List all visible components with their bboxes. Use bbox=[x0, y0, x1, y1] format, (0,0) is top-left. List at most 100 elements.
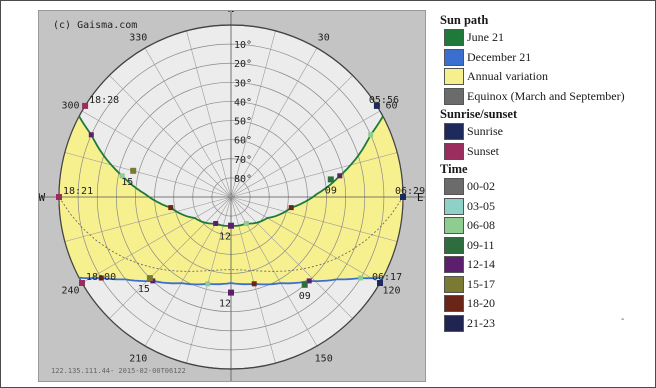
legend-time-swatch bbox=[444, 236, 464, 254]
december-21-path bbox=[79, 276, 383, 286]
time-marker bbox=[228, 222, 234, 229]
legend-title-sunrise-sunset: Sunrise/sunset bbox=[440, 107, 518, 121]
azimuth-line bbox=[230, 196, 398, 242]
time-marker bbox=[228, 289, 234, 296]
legend-sun-path-group: June 21 December 21 Annual variation Equino… bbox=[440, 28, 650, 106]
legend-time-item: 15-17 bbox=[440, 275, 650, 295]
hour-marker bbox=[168, 205, 174, 211]
hour-marker bbox=[306, 278, 312, 284]
legend-title-sun-path: Sun path bbox=[440, 13, 489, 27]
legend-time-label: 06-08 bbox=[467, 218, 495, 232]
sunrise-time-label: 05:56 bbox=[369, 95, 399, 106]
azimuth-line bbox=[230, 196, 381, 284]
compass-s: S bbox=[228, 380, 235, 381]
sunrise-marker bbox=[400, 194, 406, 200]
azimuth-line bbox=[81, 196, 232, 284]
legend-sun-path-item: December 21 bbox=[440, 48, 650, 68]
elevation-label: 10° bbox=[234, 40, 252, 51]
hour-marker bbox=[288, 205, 294, 211]
legend-time-label: 09-11 bbox=[467, 237, 495, 252]
sunset-marker bbox=[82, 102, 89, 109]
elevation-label: 30° bbox=[234, 78, 252, 89]
azimuth-line bbox=[64, 196, 232, 242]
sun-path-chart: 09 12 15 09 12 15 05:56 06:29 06:17 18:28 18:21 18:… bbox=[38, 10, 426, 382]
legend: Sun path June 21 December 21 Annual variat… bbox=[440, 12, 650, 333]
azimuth-line bbox=[109, 75, 232, 198]
time-label: 12 bbox=[219, 299, 231, 310]
elevation-label: 60° bbox=[234, 136, 252, 147]
legend-sun-path-swatch bbox=[444, 48, 464, 66]
legend-time-label: 21-23 bbox=[467, 315, 495, 330]
sunrise-marker bbox=[373, 102, 380, 109]
legend-sun-path-item: Equinox (March and September) bbox=[440, 87, 650, 107]
legend-time-swatch bbox=[444, 314, 464, 332]
sunset-time-label: 18:28 bbox=[89, 95, 119, 106]
time-label: 09 bbox=[325, 185, 337, 196]
copyright-text: (c) Gaisma.com bbox=[53, 20, 137, 31]
legend-sunrise-sunset-swatch bbox=[444, 142, 464, 160]
legend-sunrise-group: Sunrise Sunset bbox=[440, 122, 650, 161]
legend-time-label: 18-20 bbox=[467, 296, 495, 310]
legend-time-item: 06-08 bbox=[440, 216, 650, 236]
azimuth-line bbox=[230, 196, 276, 364]
legend-sun-path-label: December 21 bbox=[467, 49, 532, 64]
azimuth-line bbox=[109, 196, 232, 319]
azimuth-label: 30 bbox=[318, 33, 330, 44]
azimuth-line bbox=[81, 110, 232, 198]
legend-sun-path-swatch bbox=[444, 87, 464, 105]
legend-time-swatch bbox=[444, 295, 464, 312]
legend-sun-path-swatch bbox=[444, 68, 464, 85]
sunrise-time-label: 06:17 bbox=[372, 272, 402, 283]
azimuth-line bbox=[64, 152, 232, 198]
hour-marker bbox=[213, 221, 219, 226]
legend-sun-path-item: June 21 bbox=[440, 28, 650, 48]
legend-sunrise-sunset-item: Sunset bbox=[440, 142, 650, 162]
hour-marker bbox=[337, 173, 343, 179]
legend-sunrise-sunset-label: Sunrise bbox=[467, 124, 503, 138]
annual-variation-band bbox=[58, 116, 404, 285]
azimuth-line bbox=[230, 196, 353, 319]
azimuth-label: 210 bbox=[129, 354, 147, 365]
elevation-label: 20° bbox=[234, 59, 252, 70]
compass-w: W bbox=[39, 191, 45, 204]
time-label: 15 bbox=[121, 177, 133, 188]
legend-sun-path-label: June 21 bbox=[467, 30, 504, 44]
legend-time-label: 00-02 bbox=[467, 179, 495, 193]
sun-path-svg: 09 12 15 09 12 15 05:56 06:29 06:17 18:28 18:21 18:… bbox=[39, 11, 425, 381]
azimuth-line bbox=[186, 30, 232, 198]
time-label: 15 bbox=[138, 284, 150, 295]
sunset-time-label: 18:21 bbox=[63, 186, 93, 197]
legend-time-label: 15-17 bbox=[467, 276, 495, 291]
legend-time-swatch bbox=[444, 178, 464, 195]
legend-time-swatch bbox=[444, 217, 464, 234]
sunset-marker bbox=[79, 280, 85, 286]
legend-sun-path-swatch bbox=[444, 29, 464, 46]
azimuth-line bbox=[230, 30, 276, 198]
hour-marker bbox=[243, 221, 249, 226]
compass-n: N bbox=[228, 11, 235, 15]
hour-marker bbox=[119, 173, 125, 179]
legend-time-swatch bbox=[444, 275, 464, 293]
legend-time-swatch bbox=[444, 197, 464, 215]
elevation-label: 50° bbox=[234, 117, 252, 128]
elevation-label: 80° bbox=[234, 174, 252, 185]
azimuth-line bbox=[230, 47, 318, 198]
time-label: 12 bbox=[219, 232, 231, 243]
legend-time-item: 03-05 bbox=[440, 197, 650, 217]
elevation-label: 40° bbox=[234, 97, 252, 108]
stray-mark: - bbox=[621, 314, 625, 325]
legend-title-time: Time bbox=[440, 162, 468, 176]
legend-time-label: 03-05 bbox=[467, 198, 495, 213]
azimuth-label: 120 bbox=[382, 286, 400, 297]
time-marker bbox=[130, 167, 137, 174]
legend-sun-path-item: Annual variation bbox=[440, 67, 650, 87]
legend-time-item: 21-23 bbox=[440, 314, 650, 334]
hour-marker bbox=[251, 281, 257, 287]
legend-time-group: 00-02 03-05 06-08 09-11 12-14 15-17 18-20 21-23 bbox=[440, 177, 650, 333]
azimuth-label: 150 bbox=[315, 354, 333, 365]
sunset-marker bbox=[56, 194, 62, 200]
hour-marker bbox=[368, 132, 374, 138]
elevation-label: 70° bbox=[234, 155, 252, 166]
time-marker bbox=[301, 281, 308, 288]
azimuth-line bbox=[186, 196, 232, 364]
